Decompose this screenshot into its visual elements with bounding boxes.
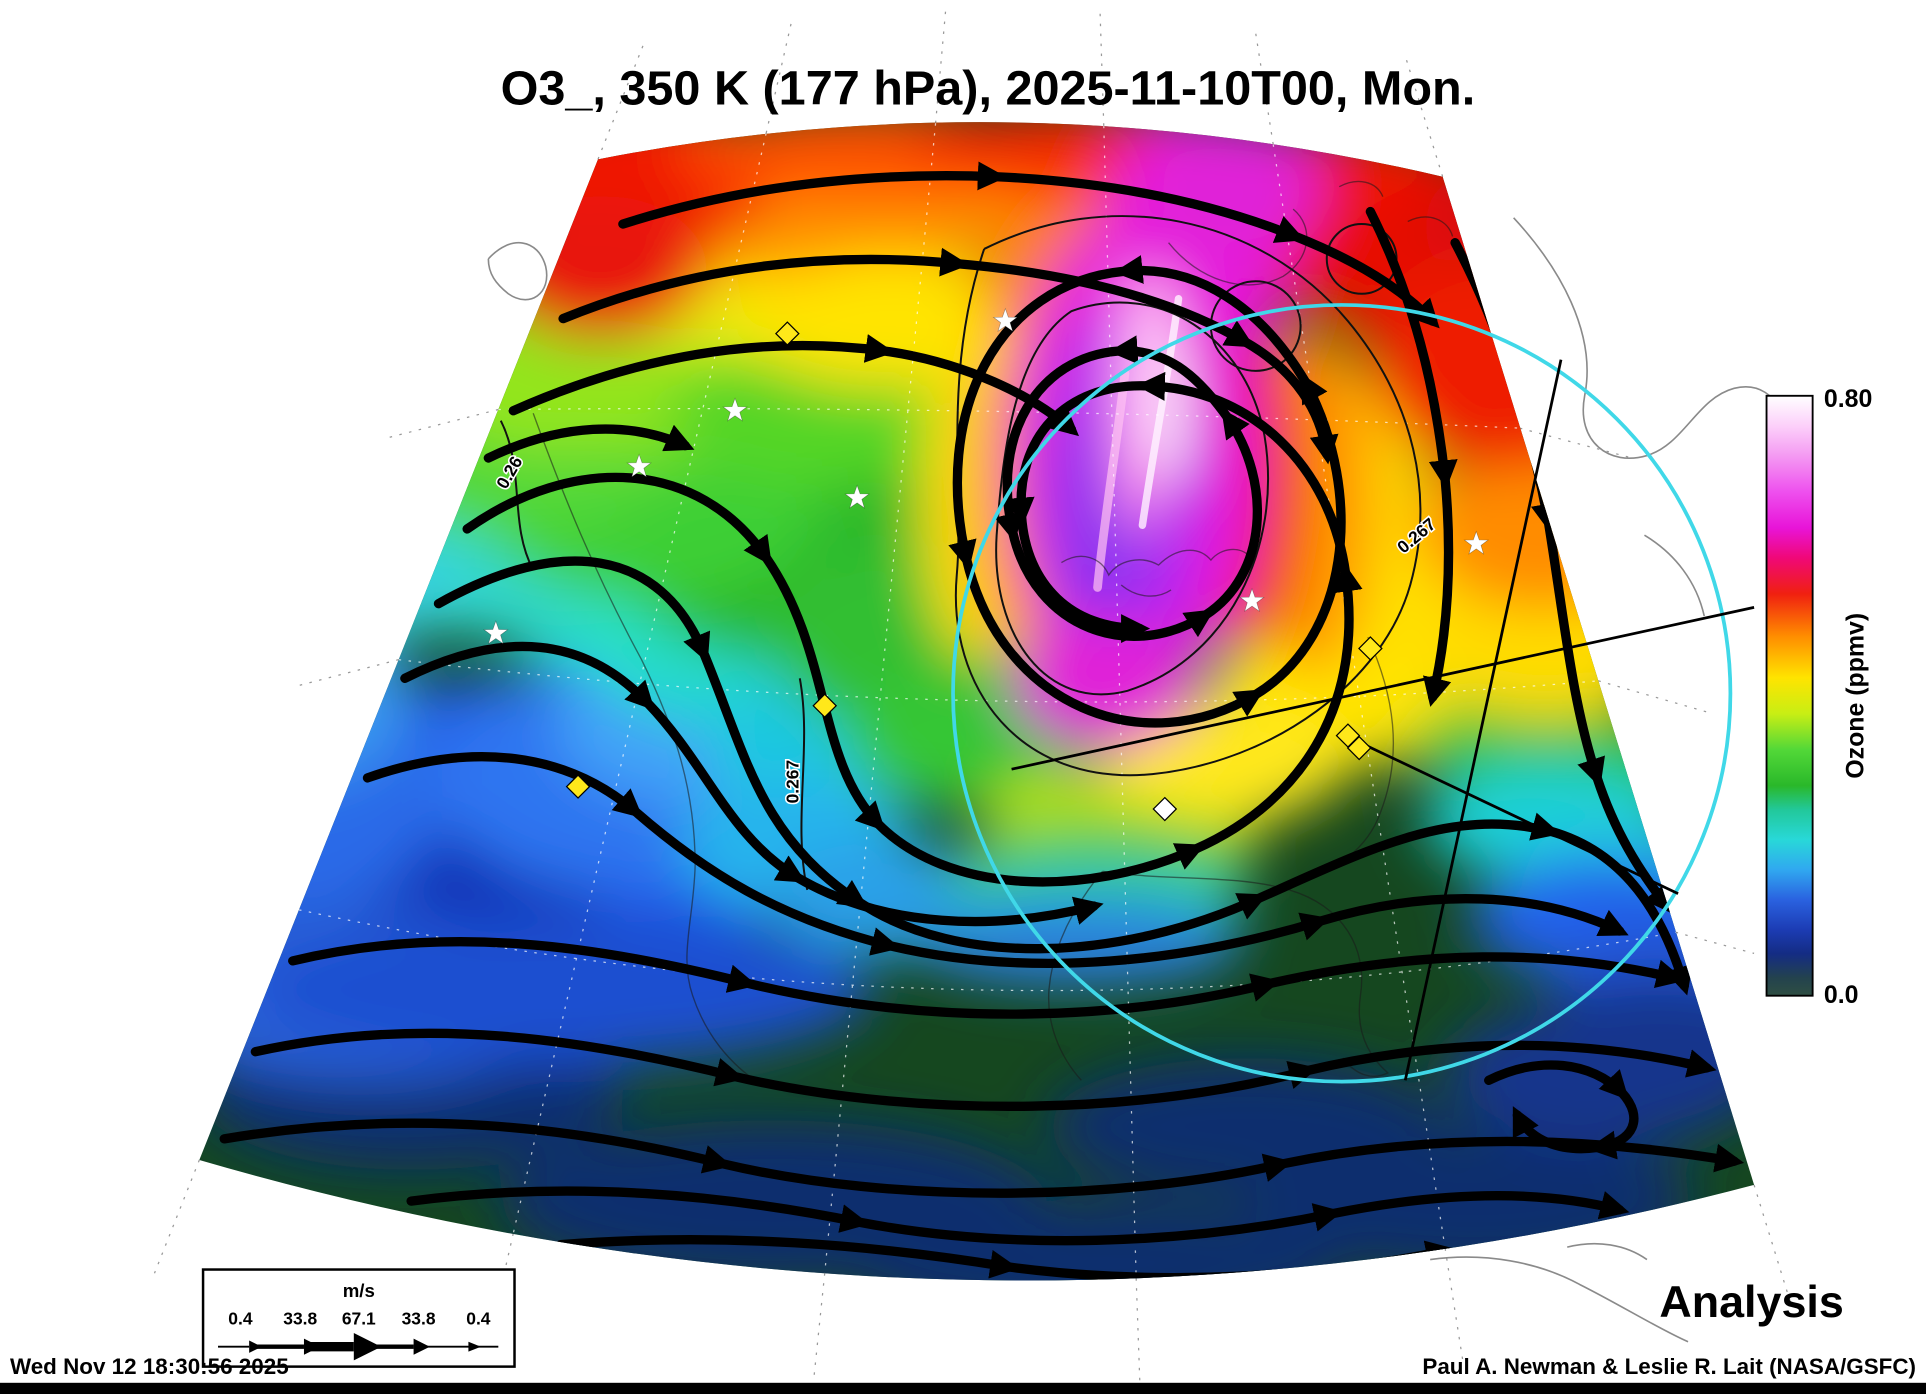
contour-label: 0.267 [783,760,803,804]
colorbar-axis-label: Ozone (ppmv) [1842,613,1870,779]
coastlines-outside [487,217,1785,1343]
wind-legend-tick: 0.4 [228,1308,253,1328]
bottom-edge-bar [0,1382,1926,1394]
wind-scale-glyph [218,1333,499,1361]
analysis-label: Analysis [1659,1277,1843,1327]
wind-streamlines [219,161,1745,1281]
wind-legend-tick: 67.1 [342,1308,376,1328]
figure-title: O3_, 350 K (177 hPa), 2025-11-10T00, Mon… [501,62,1476,116]
cross-section-lines [1011,359,1755,1081]
wind-legend-tick: 33.8 [283,1308,317,1328]
timestamp: Wed Nov 12 18:30:56 2025 [10,1354,289,1379]
colorbar [1765,394,1814,997]
credit: Paul A. Newman & Leslie R. Lait (NASA/GS… [1422,1354,1916,1379]
wind-legend-tick: 33.8 [402,1308,436,1328]
colorbar-max-label: 0.80 [1824,385,1872,413]
colorbar-group: 0.80 0.0 Ozone (ppmv) [1765,385,1872,1009]
colorbar-min-label: 0.0 [1824,981,1859,1009]
range-circle [951,303,1733,1084]
wind-legend: m/s 0.4 33.8 67.1 33.8 0.4 [201,1268,516,1368]
wind-legend-tick: 0.4 [466,1308,491,1328]
wind-legend-unit: m/s [343,1280,375,1301]
